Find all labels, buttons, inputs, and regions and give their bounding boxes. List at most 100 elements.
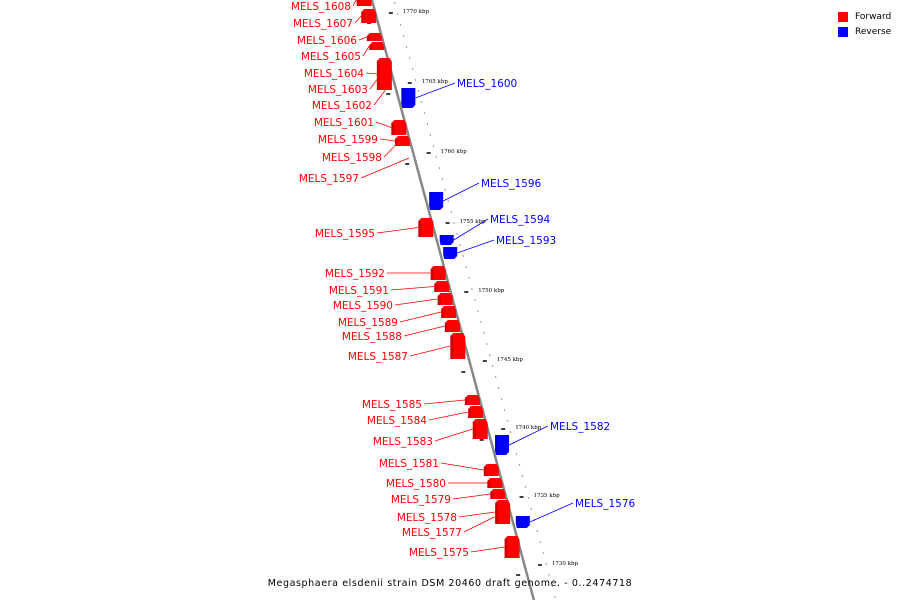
gene-box [495, 500, 511, 524]
gene-shade [443, 247, 447, 256]
scale-dot [417, 89, 420, 93]
leader-line [440, 462, 484, 471]
gene-box [464, 395, 480, 405]
gene-label-mels-1608: MELS_1608 [291, 1, 351, 13]
scale-dot [435, 155, 438, 159]
scale-label: 1760 kbp [441, 149, 468, 155]
leader-line [434, 428, 473, 442]
gene-shade [504, 539, 508, 558]
gene-box [361, 9, 377, 23]
leader-line [403, 325, 446, 337]
scale-dot [471, 287, 473, 291]
gene-box [487, 478, 503, 488]
gene-box [468, 406, 484, 418]
scale-label: 1770 kbp [403, 9, 430, 15]
gene-box [439, 235, 454, 245]
legend: Forward Reverse [838, 9, 891, 39]
scale-dot [491, 364, 494, 368]
scale-dot [542, 551, 545, 555]
gene-label-mels-1605: MELS_1605 [301, 51, 361, 63]
leader-line [360, 157, 410, 179]
gene-label-mels-1585: MELS_1585 [362, 399, 422, 411]
gene-label-mels-1577: MELS_1577 [402, 527, 462, 539]
leader-line [394, 298, 438, 306]
scale-dot [554, 595, 556, 599]
leader-line [365, 72, 377, 75]
scale-dot [420, 100, 423, 104]
gene-box [443, 247, 458, 259]
scale-label: 1755 kbp [460, 219, 487, 225]
reverse-swatch [838, 26, 848, 37]
scale-dot [524, 485, 527, 489]
scale-dot [459, 243, 461, 247]
gene-label-mels-1595: MELS_1595 [315, 228, 375, 240]
gene-box [495, 435, 510, 455]
gene-shade [361, 12, 365, 23]
gene-shade [376, 61, 380, 90]
gene-label-mels-1593: MELS_1593 [496, 235, 556, 247]
leader-line [352, 0, 357, 7]
scale-dot [426, 122, 429, 126]
scale-dot [450, 210, 452, 214]
leader-line [390, 286, 435, 291]
gene-shade [468, 409, 472, 418]
legend-item-forward: Forward [838, 9, 891, 24]
gene-label-mels-1589: MELS_1589 [338, 317, 398, 329]
gene-box [444, 320, 460, 332]
gene-label-mels-1591: MELS_1591 [329, 285, 389, 297]
scale-dot [539, 540, 542, 544]
gene-label-mels-1598: MELS_1598 [322, 152, 382, 164]
gene-shade [401, 88, 405, 105]
gene-box [490, 489, 506, 499]
gene-label-mels-1578: MELS_1578 [397, 512, 457, 524]
leader-line [423, 399, 465, 405]
gene-box [356, 0, 372, 6]
gene-label-mels-1596: MELS_1596 [481, 178, 541, 190]
leader-line [358, 36, 368, 41]
gene-shade [515, 516, 519, 525]
gene-label-mels-1590: MELS_1590 [333, 300, 393, 312]
scale-dot [545, 562, 547, 566]
scale-dot [432, 144, 435, 148]
gene-label-mels-1584: MELS_1584 [367, 415, 427, 427]
gene-shade [437, 296, 441, 305]
gene-shade [366, 36, 370, 41]
scale-dot [402, 34, 405, 38]
scale-dot [530, 507, 533, 511]
gene-shade [391, 123, 395, 135]
gene-shade [444, 323, 448, 332]
scale-dot [423, 111, 426, 115]
gene-shade [369, 45, 373, 50]
scale-dot [497, 386, 500, 390]
gene-box [429, 192, 444, 210]
scale-dot [506, 419, 509, 423]
gene-shade [483, 467, 487, 476]
gene-shade [439, 235, 443, 242]
gene-label-mels-1597: MELS_1597 [299, 173, 359, 185]
gene-label-mels-1594: MELS_1594 [490, 214, 550, 226]
leader-line [458, 511, 496, 518]
scale-dot [474, 298, 476, 302]
gene-label-mels-1602: MELS_1602 [312, 100, 372, 112]
gene-shade [495, 503, 499, 524]
leader-line [452, 493, 491, 500]
gene-label-mels-1601: MELS_1601 [314, 117, 374, 129]
scale-dot [414, 78, 417, 82]
gene-shade [429, 192, 433, 207]
gene-box [450, 333, 466, 359]
scale-dot [438, 166, 441, 170]
scale-dot [462, 254, 464, 258]
leader-line [399, 311, 442, 323]
gene-label-mels-1579: MELS_1579 [391, 494, 451, 506]
leader-line [379, 138, 396, 142]
scale-dot [551, 584, 553, 588]
scale-dot [536, 529, 539, 533]
gene-shade [495, 435, 499, 452]
legend-label-forward: Forward [855, 11, 892, 22]
leader-line [428, 411, 469, 421]
leader-line [375, 121, 392, 128]
leader-line [409, 345, 451, 357]
scale-label: 1730 kbp [552, 561, 579, 567]
scale-dot [503, 408, 506, 412]
gene-shade [418, 221, 422, 237]
